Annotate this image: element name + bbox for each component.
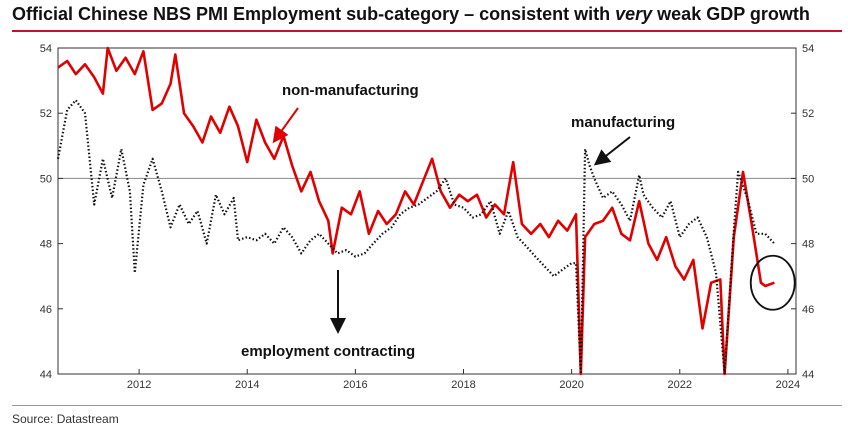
series-line-non-manufacturing	[57, 46, 775, 376]
x-tick-label: 2014	[235, 379, 259, 391]
x-tick-label: 2020	[559, 379, 583, 391]
arrow-manufacturing	[593, 136, 631, 166]
x-tick-label: 2012	[127, 379, 151, 391]
source-rule	[12, 405, 842, 406]
highlight-circle	[749, 254, 796, 311]
title-emphasis: very	[615, 4, 653, 24]
y-tick-label-right: 48	[802, 239, 814, 251]
y-tick-label-left: 46	[40, 304, 52, 316]
x-tick-label: 2024	[776, 379, 800, 391]
arrow-non-manufacturing	[272, 107, 299, 144]
annotation-employment-contracting: employment contracting	[241, 343, 415, 360]
y-tick-label-right: 50	[802, 173, 814, 185]
y-tick-label-right: 54	[802, 43, 814, 55]
series-line-manufacturing	[56, 99, 776, 376]
x-tick-label: 2016	[343, 379, 367, 391]
y-tick-label-left: 44	[40, 369, 52, 381]
y-tick-label-right: 44	[802, 369, 814, 381]
annotation-non-manufacturing: non-manufacturing	[282, 82, 419, 99]
y-tick-label-left: 54	[40, 43, 52, 55]
chart-title: Official Chinese NBS PMI Employment sub-…	[12, 4, 842, 25]
x-tick-label: 2022	[668, 379, 692, 391]
title-rule	[12, 30, 842, 32]
x-tick-label: 2018	[451, 379, 475, 391]
y-tick-label-right: 46	[802, 304, 814, 316]
y-tick-label-left: 48	[40, 239, 52, 251]
title-text: Official Chinese NBS PMI Employment sub-…	[12, 4, 616, 24]
title-text-end: weak GDP growth	[652, 4, 810, 24]
y-tick-label-left: 50	[40, 173, 52, 185]
annotation-manufacturing: manufacturing	[571, 114, 675, 131]
plot-frame	[57, 47, 797, 375]
source-note: Source: Datastream	[12, 412, 119, 426]
y-tick-label-right: 52	[802, 108, 814, 120]
y-tick-label-left: 52	[40, 108, 52, 120]
